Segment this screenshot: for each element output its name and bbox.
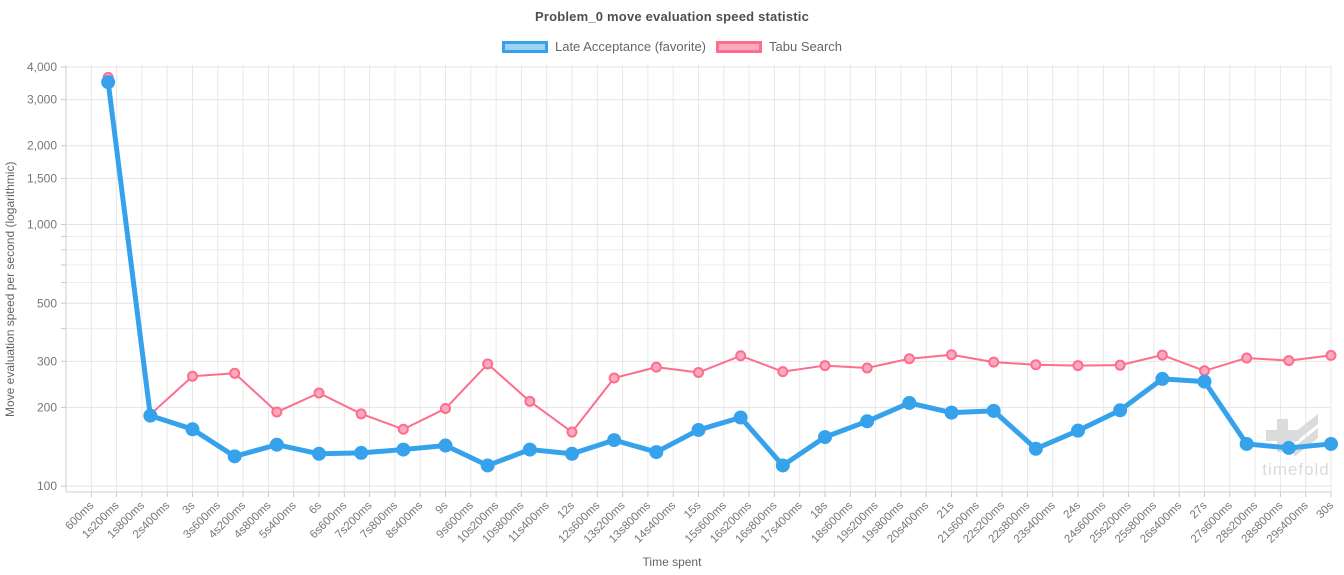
y-tick-label: 200 bbox=[37, 400, 57, 414]
data-point[interactable] bbox=[777, 366, 789, 378]
data-point[interactable] bbox=[1197, 374, 1212, 389]
legend-swatch bbox=[501, 40, 548, 53]
x-tick-label: 15s bbox=[682, 499, 704, 521]
data-point[interactable] bbox=[902, 395, 917, 410]
y-axis-title: Move evaluation speed per second (logari… bbox=[3, 161, 17, 417]
data-point[interactable] bbox=[775, 458, 790, 473]
x-tick-label: 6s bbox=[307, 499, 324, 516]
data-point[interactable] bbox=[1071, 423, 1085, 438]
data-point[interactable] bbox=[649, 445, 664, 460]
data-point[interactable] bbox=[482, 358, 494, 370]
legend-item-late-acceptance-favorite[interactable]: Late Acceptance (favorite) bbox=[501, 39, 707, 54]
data-point[interactable] bbox=[860, 414, 875, 429]
data-point[interactable] bbox=[650, 361, 662, 373]
y-tick-label: 4,000 bbox=[27, 60, 57, 74]
y-tick-label: 2,000 bbox=[27, 139, 57, 153]
data-point[interactable] bbox=[861, 362, 873, 374]
x-tick-label: 30s bbox=[1315, 499, 1337, 521]
y-tick-label: 300 bbox=[37, 354, 57, 368]
data-point[interactable] bbox=[524, 395, 536, 407]
data-point[interactable] bbox=[522, 442, 537, 457]
data-point[interactable] bbox=[312, 446, 326, 461]
data-point[interactable] bbox=[903, 353, 915, 365]
data-point[interactable] bbox=[271, 406, 283, 418]
data-point[interactable] bbox=[229, 367, 241, 379]
data-point[interactable] bbox=[819, 360, 831, 372]
data-point[interactable] bbox=[1241, 352, 1253, 364]
data-point[interactable] bbox=[269, 437, 284, 452]
data-point[interactable] bbox=[946, 349, 957, 361]
chart-title: Problem_0 move evaluation speed statisti… bbox=[534, 9, 810, 24]
data-point[interactable] bbox=[1113, 403, 1128, 418]
legend-item-tabu-search[interactable]: Tabu Search bbox=[716, 39, 842, 54]
data-point[interactable] bbox=[187, 370, 198, 382]
data-point[interactable] bbox=[480, 458, 495, 473]
y-tick-label: 100 bbox=[37, 479, 57, 493]
series-line bbox=[107, 76, 1332, 434]
data-point[interactable] bbox=[566, 426, 578, 438]
data-point[interactable] bbox=[1281, 440, 1296, 455]
x-tick-label: 9s bbox=[434, 499, 451, 516]
y-tick-label: 3,000 bbox=[27, 93, 57, 107]
data-point[interactable] bbox=[733, 410, 748, 425]
data-point[interactable] bbox=[355, 408, 367, 420]
x-tick-label: 12s bbox=[556, 499, 578, 521]
data-point[interactable] bbox=[1030, 359, 1042, 371]
data-point[interactable] bbox=[101, 75, 116, 90]
data-point[interactable] bbox=[693, 366, 704, 378]
legend-swatch bbox=[716, 40, 763, 53]
data-point[interactable] bbox=[1156, 349, 1168, 361]
data-point[interactable] bbox=[1199, 365, 1210, 377]
timefold-logo-icon bbox=[1294, 414, 1318, 443]
data-point[interactable] bbox=[227, 449, 242, 464]
data-point[interactable] bbox=[608, 372, 620, 384]
x-tick-label: 24s bbox=[1062, 499, 1084, 521]
data-point[interactable] bbox=[988, 356, 1000, 368]
data-point[interactable] bbox=[691, 422, 706, 437]
watermark-text: timefold bbox=[1262, 460, 1330, 479]
data-point[interactable] bbox=[735, 350, 747, 362]
data-point[interactable] bbox=[438, 438, 453, 453]
data-point[interactable] bbox=[607, 433, 622, 448]
data-point[interactable] bbox=[185, 422, 200, 437]
data-point[interactable] bbox=[818, 430, 832, 445]
data-point[interactable] bbox=[565, 446, 579, 461]
data-point[interactable] bbox=[1283, 355, 1295, 367]
data-point[interactable] bbox=[440, 403, 451, 415]
y-tick-label: 500 bbox=[37, 296, 57, 310]
data-point[interactable] bbox=[1239, 436, 1254, 451]
data-point[interactable] bbox=[396, 442, 411, 457]
data-point[interactable] bbox=[944, 405, 959, 420]
timefold-logo-icon bbox=[1294, 428, 1318, 457]
x-tick-label: 18s bbox=[809, 499, 831, 521]
data-point[interactable] bbox=[1324, 436, 1338, 451]
x-tick-label: 21s bbox=[935, 499, 957, 521]
x-axis-title: Time spent bbox=[642, 555, 702, 569]
data-point[interactable] bbox=[1114, 359, 1126, 371]
x-tick-label: 3s bbox=[181, 499, 198, 516]
y-tick-label: 1,500 bbox=[27, 171, 57, 185]
data-point[interactable] bbox=[313, 387, 325, 399]
series-line bbox=[105, 79, 1334, 468]
x-tick-label: 27s bbox=[1188, 499, 1210, 521]
data-point[interactable] bbox=[354, 445, 369, 460]
data-point[interactable] bbox=[986, 403, 1001, 418]
data-point[interactable] bbox=[1028, 441, 1043, 456]
timefold-logo-icon bbox=[1266, 430, 1299, 441]
data-point[interactable] bbox=[1072, 360, 1084, 372]
data-point[interactable] bbox=[143, 408, 158, 423]
data-point[interactable] bbox=[1155, 371, 1170, 386]
data-point[interactable] bbox=[397, 423, 409, 435]
y-tick-label: 1,000 bbox=[27, 218, 57, 232]
chart-legend: Late Acceptance (favorite) Tabu Search bbox=[0, 39, 1344, 54]
legend-label: Tabu Search bbox=[769, 39, 843, 54]
legend-label: Late Acceptance (favorite) bbox=[554, 39, 707, 54]
data-point[interactable] bbox=[1325, 349, 1337, 361]
